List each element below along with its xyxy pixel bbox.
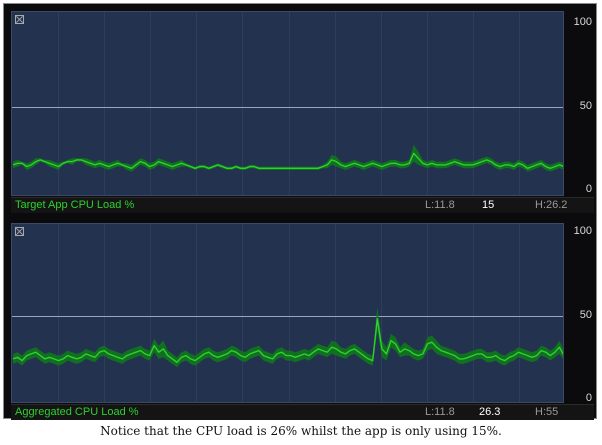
aggregated-cpu-graph [11, 223, 564, 403]
axis-max-label: 100 [573, 16, 592, 28]
target-app-cpu-low: L:11.8 [425, 199, 455, 211]
aggregated-cpu-label: Aggregated CPU Load % [15, 406, 139, 418]
axis-min-label: 0 [585, 183, 592, 195]
target-app-cpu-graph [11, 11, 564, 196]
target-app-cpu-status-bar: Target App CPU Load % L:11.8 15 H:26.2 [11, 197, 594, 213]
aggregated-cpu-current: 26.3 [479, 406, 501, 418]
target-app-cpu-panel: 100 50 0 Target App CPU Load % L:11.8 15… [11, 11, 594, 214]
target-app-cpu-high: H:26.2 [535, 199, 568, 211]
aggregated-cpu-low: L:11.8 [425, 406, 455, 418]
close-icon[interactable] [15, 227, 24, 236]
monitor-window: 100 50 0 Target App CPU Load % L:11.8 15… [3, 3, 597, 421]
aggregated-cpu-chart [12, 224, 563, 402]
axis-max-label: 100 [573, 225, 592, 237]
target-app-cpu-label: Target App CPU Load % [15, 199, 135, 211]
target-app-cpu-current: 15 [482, 199, 495, 211]
load-trace-line [12, 152, 563, 170]
figure-caption: Notice that the CPU load is 26% whilst t… [100, 424, 502, 438]
aggregated-cpu-panel: 100 50 0 Aggregated CPU Load % L:11.8 26… [11, 223, 594, 421]
axis-mid-label: 50 [579, 100, 592, 112]
aggregated-cpu-high: H:55 [535, 406, 559, 418]
axis-min-label: 0 [585, 392, 592, 404]
target-app-cpu-chart [12, 12, 563, 195]
close-icon[interactable] [15, 15, 24, 24]
aggregated-cpu-status-bar: Aggregated CPU Load % L:11.8 26.3 H:55 [11, 404, 594, 420]
aggregated-cpu-axis: 100 50 0 [564, 223, 594, 404]
load-trace-line [12, 318, 563, 364]
axis-mid-label: 50 [579, 309, 592, 321]
target-app-cpu-axis: 100 50 0 [564, 11, 594, 196]
load-variance-band [13, 144, 563, 172]
